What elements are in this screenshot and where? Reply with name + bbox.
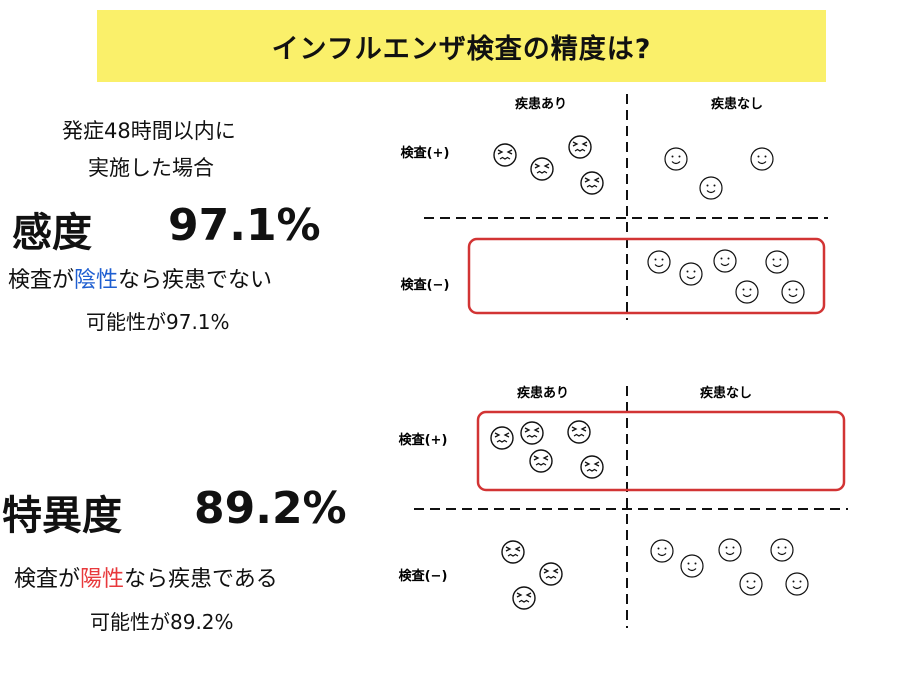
smiley-face-icon bbox=[713, 249, 737, 273]
smiley-face-icon bbox=[679, 262, 703, 286]
smiley-face-icon bbox=[650, 539, 674, 563]
smiley-face-icon bbox=[664, 147, 688, 171]
top-col-disease-label: 疾患あり bbox=[515, 96, 567, 112]
sick-face-icon bbox=[567, 420, 591, 444]
specificity-description-line-2: 可能性が89.2% bbox=[90, 610, 234, 634]
smiley-face-icon bbox=[699, 176, 723, 200]
sick-face-icon bbox=[580, 171, 604, 195]
top-row-positive-label: 検査(+) bbox=[401, 145, 450, 161]
negative-word: 陰性 bbox=[74, 268, 119, 293]
sick-face-icon bbox=[520, 421, 544, 445]
sensitivity-desc-prefix: 検査が bbox=[8, 268, 75, 293]
top-col-no-disease-label: 疾患なし bbox=[711, 96, 763, 112]
condition-line-1: 発症48時間以内に bbox=[62, 119, 236, 143]
sick-face-icon bbox=[580, 455, 604, 479]
sick-face-icon bbox=[539, 562, 563, 586]
positive-word: 陽性 bbox=[80, 567, 125, 592]
sick-face-icon bbox=[493, 143, 517, 167]
sick-face-icon bbox=[501, 540, 525, 564]
bottom-row-positive-label: 検査(+) bbox=[399, 432, 448, 448]
top-highlight-box bbox=[467, 237, 826, 315]
smiley-face-icon bbox=[781, 280, 805, 304]
smiley-face-icon bbox=[750, 147, 774, 171]
smiley-face-icon bbox=[647, 250, 671, 274]
smiley-face-icon bbox=[770, 538, 794, 562]
sick-face-icon bbox=[529, 449, 553, 473]
specificity-label: 特異度 bbox=[2, 493, 122, 539]
sick-face-icon bbox=[490, 426, 514, 450]
specificity-description: 検査が陽性なら疾患である bbox=[14, 561, 278, 593]
top-row-negative-label: 検査(−) bbox=[401, 277, 450, 293]
bottom-col-no-disease-label: 疾患なし bbox=[700, 385, 752, 401]
smiley-face-icon bbox=[680, 554, 704, 578]
bottom-row-negative-label: 検査(−) bbox=[399, 568, 448, 584]
bottom-highlight-box bbox=[476, 410, 846, 492]
sensitivity-desc-suffix: なら疾患でない bbox=[118, 268, 273, 293]
sensitivity-description: 検査が陰性なら疾患でない bbox=[8, 262, 272, 294]
sick-face-icon bbox=[530, 157, 554, 181]
sensitivity-label: 感度 bbox=[12, 210, 92, 256]
sensitivity-description-line-2: 可能性が97.1% bbox=[86, 310, 230, 334]
page-title: インフルエンザ検査の精度は? bbox=[271, 33, 652, 65]
smiley-face-icon bbox=[735, 280, 759, 304]
smiley-face-icon bbox=[785, 572, 809, 596]
sick-face-icon bbox=[568, 135, 592, 159]
specificity-value: 89.2% bbox=[194, 483, 347, 534]
specificity-desc-prefix: 検査が bbox=[14, 567, 81, 592]
sick-face-icon bbox=[512, 586, 536, 610]
bottom-col-disease-label: 疾患あり bbox=[517, 385, 569, 401]
smiley-face-icon bbox=[718, 538, 742, 562]
specificity-desc-suffix: なら疾患である bbox=[124, 567, 278, 592]
title-banner: インフルエンザ検査の精度は? bbox=[97, 10, 826, 82]
smiley-face-icon bbox=[739, 572, 763, 596]
sensitivity-value: 97.1% bbox=[168, 200, 321, 251]
smiley-face-icon bbox=[765, 250, 789, 274]
condition-line-2: 実施した場合 bbox=[88, 156, 214, 180]
